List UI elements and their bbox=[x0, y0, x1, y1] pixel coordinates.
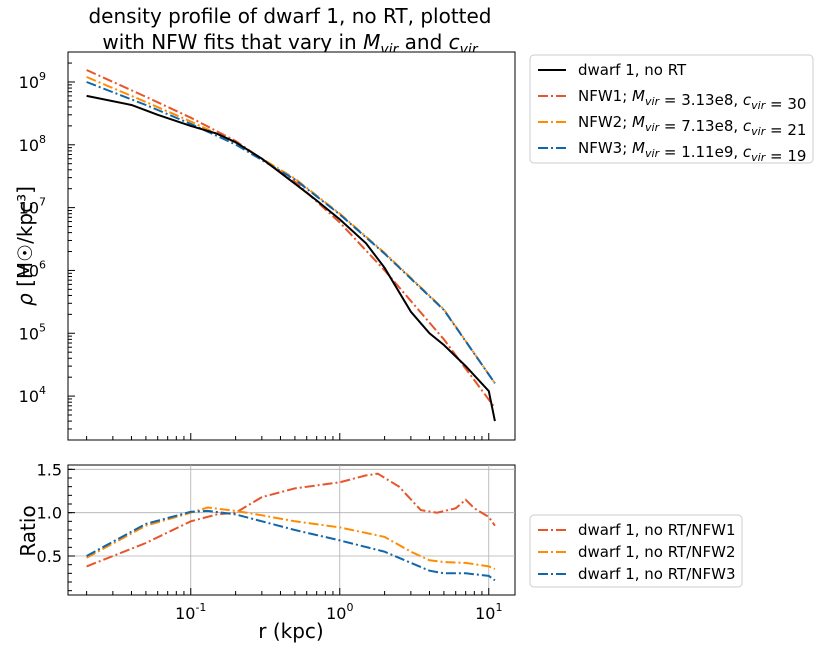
top-legend-box bbox=[529, 54, 814, 164]
top-legend: dwarf 1, no RT NFW1; Mvir = 3.13e8, cvir … bbox=[529, 54, 814, 165]
title-mvir-symbol: M bbox=[363, 30, 380, 54]
bottom-xticks: 10-1 100 101 bbox=[86, 588, 502, 623]
top-panel: 104 105 106 107 108 109 ρ [M☉/kpc³] bbox=[13, 51, 516, 441]
title-line2-prefix: with NFW fits that vary in bbox=[102, 30, 363, 54]
bottom-legend-items: dwarf 1, no RT/NFW1 dwarf 1, no RT/NFW2 dw… bbox=[538, 521, 736, 583]
legend-label: NFW3; Mvir = 1.11e9, cvir = 19 bbox=[578, 139, 806, 165]
tick-label: 106 bbox=[19, 258, 46, 280]
bottom-x-axis-label: r (kpc) bbox=[258, 619, 323, 643]
title-and: and bbox=[398, 30, 448, 54]
top-yticks: 104 105 106 107 108 109 bbox=[19, 70, 75, 406]
series-line-1 bbox=[86, 506, 496, 570]
bottom-panel: 0.5 1.0 1.5 10-1 100 101 Ratio r (kpc) bbox=[16, 460, 516, 643]
title-cvir-symbol: c bbox=[449, 30, 460, 54]
series-line-3 bbox=[86, 81, 496, 384]
top-panel-frame bbox=[67, 51, 516, 441]
tick-label: 108 bbox=[19, 133, 46, 155]
bottom-y-axis-label: Ratio bbox=[16, 505, 40, 556]
tick-label: 109 bbox=[19, 70, 46, 92]
legend-label: NFW1; Mvir = 3.13e8, cvir = 30 bbox=[578, 87, 806, 113]
tick-label: 105 bbox=[19, 321, 46, 343]
series-line-2 bbox=[86, 509, 496, 582]
tick-label: 100 bbox=[326, 601, 353, 623]
legend-label: dwarf 1, no RT bbox=[578, 61, 687, 79]
series-line-0 bbox=[86, 94, 496, 422]
bottom-legend: dwarf 1, no RT/NFW1 dwarf 1, no RT/NFW2 dw… bbox=[529, 514, 743, 588]
bottom-legend-box bbox=[529, 514, 743, 588]
series-line-0 bbox=[86, 472, 496, 568]
top-legend-items: dwarf 1, no RT NFW1; Mvir = 3.13e8, cvir … bbox=[538, 61, 806, 165]
tick-label: 107 bbox=[19, 196, 46, 218]
legend-label: NFW2; Mvir = 7.13e8, cvir = 21 bbox=[578, 113, 806, 139]
top-minor-yticks bbox=[68, 51, 72, 441]
tick-label: 104 bbox=[19, 384, 46, 406]
chart-title-line1: density profile of dwarf 1, no RT, plott… bbox=[88, 4, 491, 28]
top-xticks bbox=[86, 433, 490, 440]
tick-label: 101 bbox=[475, 601, 502, 623]
bottom-yticks: 0.5 1.0 1.5 bbox=[37, 460, 75, 592]
legend-label: dwarf 1, no RT/NFW2 bbox=[578, 543, 736, 561]
top-y-axis-label: ρ [M☉/kpc³] bbox=[13, 186, 37, 306]
tick-label: 10-1 bbox=[175, 601, 206, 623]
legend-label: dwarf 1, no RT/NFW3 bbox=[578, 565, 736, 583]
series-line-1 bbox=[86, 69, 496, 409]
legend-label: dwarf 1, no RT/NFW1 bbox=[578, 521, 736, 539]
top-series bbox=[86, 69, 496, 422]
tick-label: 1.5 bbox=[37, 460, 62, 479]
bottom-series bbox=[86, 472, 496, 582]
tick-label: 1.0 bbox=[37, 504, 62, 523]
tick-label: 0.5 bbox=[37, 547, 62, 566]
